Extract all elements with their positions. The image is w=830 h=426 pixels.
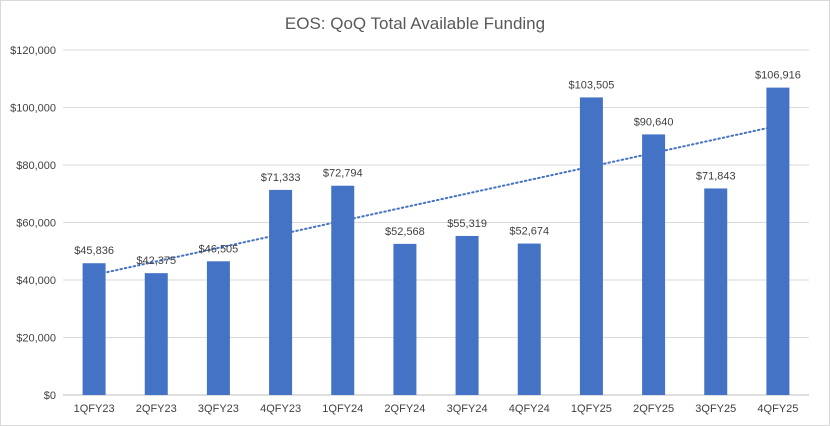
x-tick-label: 3QFY24 (447, 403, 488, 415)
gridlines (63, 49, 809, 396)
trendline-layer (93, 124, 779, 276)
y-tick-label: $120,000 (10, 45, 56, 57)
bar (704, 188, 728, 395)
y-tick-label: $80,000 (16, 160, 56, 172)
data-label: $71,843 (696, 170, 736, 182)
trendline (93, 124, 779, 276)
x-tick-label: 1QFY24 (322, 403, 363, 415)
y-tick-label: $0 (44, 390, 56, 402)
bar (579, 97, 603, 395)
bar (455, 235, 479, 395)
bar (642, 134, 666, 395)
x-tick-label: 2QFY24 (384, 403, 425, 415)
bars (82, 87, 790, 395)
x-tick-label: 1QFY23 (74, 403, 115, 415)
bar (517, 243, 541, 395)
x-tick-label: 3QFY23 (198, 403, 239, 415)
data-label: $42,375 (136, 255, 176, 267)
x-tick-label: 3QFY25 (695, 403, 736, 415)
data-label: $45,836 (74, 245, 114, 257)
x-tick-label: 4QFY23 (260, 403, 301, 415)
bar (331, 185, 355, 395)
x-axis-ticks: 1QFY23 2QFY23 3QFY23 4QFY23 1QFY24 2QFY24 3QFY… (74, 403, 799, 415)
data-label: $71,333 (261, 172, 301, 184)
y-tick-label: $100,000 (10, 103, 56, 115)
data-label: $55,319 (447, 218, 487, 230)
y-axis-ticks: $0 $20,000 $40,000 $60,000 $80,000 $100,000 $1… (10, 45, 56, 402)
data-label: $72,794 (323, 168, 363, 180)
y-tick-label: $20,000 (16, 333, 56, 345)
data-label: $106,916 (755, 70, 801, 82)
x-tick-label: 2QFY23 (136, 403, 177, 415)
data-label: $90,640 (634, 116, 674, 128)
bar (82, 263, 106, 395)
bar (144, 273, 168, 395)
chart-title: EOS: QoQ Total Available Funding (285, 14, 545, 33)
bar (766, 87, 790, 395)
x-tick-label: 1QFY25 (571, 403, 612, 415)
bar (393, 243, 417, 395)
x-tick-label: 2QFY25 (633, 403, 674, 415)
data-labels: $45,836 $42,375 $46,505 $71,333 $72,794 $52,5… (74, 70, 801, 268)
y-tick-label: $60,000 (16, 218, 56, 230)
y-tick-label: $40,000 (16, 275, 56, 287)
bar (269, 189, 293, 395)
data-label: $52,568 (385, 226, 425, 238)
bar (206, 261, 230, 395)
data-label: $103,505 (568, 79, 614, 91)
data-label: $52,674 (509, 226, 549, 238)
x-tick-label: 4QFY24 (509, 403, 550, 415)
data-label: $46,505 (199, 243, 239, 255)
x-tick-label: 4QFY25 (757, 403, 798, 415)
